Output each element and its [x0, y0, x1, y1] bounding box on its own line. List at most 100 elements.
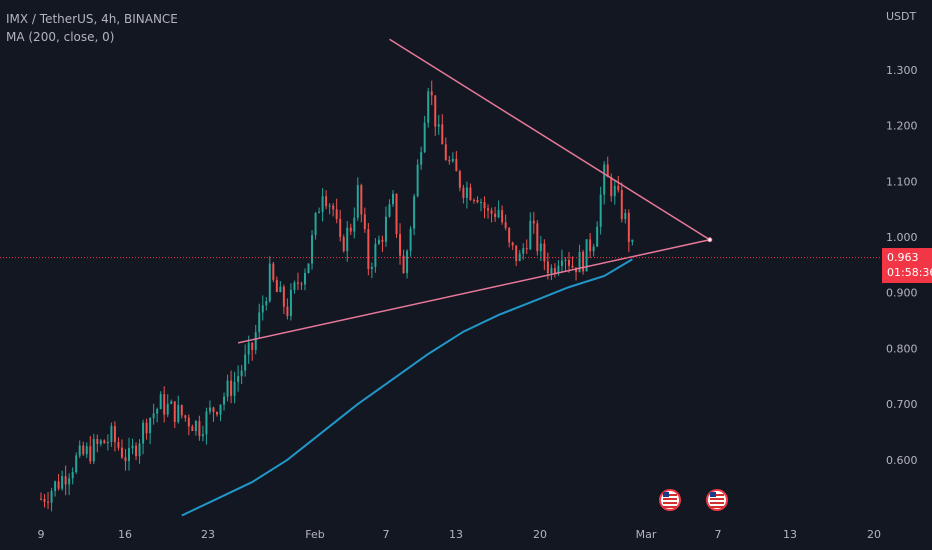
axis-currency-unit[interactable]: USDT: [886, 10, 917, 23]
candle-body: [120, 447, 123, 458]
candle-body: [356, 185, 359, 218]
candle-body: [85, 446, 88, 455]
candle-body: [472, 199, 475, 201]
candle-body: [237, 376, 240, 382]
candle-body: [610, 177, 613, 197]
candle-body: [522, 248, 525, 254]
candle-body: [353, 217, 356, 232]
candle-body: [469, 187, 472, 200]
candle-body: [568, 260, 570, 266]
candle-body: [536, 223, 539, 252]
candle-body: [314, 213, 317, 236]
candle-body: [163, 394, 166, 415]
candle-body: [494, 213, 497, 218]
candle-body: [103, 440, 106, 444]
candle-body: [247, 342, 250, 355]
candle-body: [624, 212, 627, 220]
candle-body: [166, 403, 169, 415]
candle-body: [413, 196, 416, 229]
candle-body: [451, 158, 454, 162]
candle-body: [289, 289, 292, 317]
candle-body: [560, 260, 563, 266]
candle-body: [480, 202, 482, 204]
y-tick-label: 0.800: [886, 342, 918, 355]
y-tick-label: 1.100: [886, 175, 918, 188]
x-tick-label: 13: [449, 528, 463, 541]
candle-body: [328, 205, 331, 207]
y-tick-label: 0.900: [886, 287, 918, 300]
symbol-title[interactable]: IMX / TetherUS, 4h, BINANCE: [6, 12, 178, 26]
candle-body: [258, 312, 261, 333]
resistance-trendline: [389, 38, 711, 241]
candle-body: [117, 442, 120, 448]
candle-body: [490, 210, 493, 214]
candle-body: [304, 272, 306, 285]
candle-body: [89, 446, 92, 462]
y-tick-label: 1.300: [886, 64, 918, 77]
candle-body: [458, 171, 461, 188]
candle-body: [240, 370, 243, 377]
candle-body: [349, 227, 352, 232]
candle-body: [135, 445, 138, 457]
candle-body: [620, 189, 623, 220]
candle-body: [244, 354, 247, 371]
x-tick-label: Mar: [636, 528, 657, 541]
candle-body: [194, 421, 197, 432]
candle-body: [441, 124, 444, 145]
us-flag-event-icon[interactable]: [659, 489, 681, 511]
candle-body: [420, 152, 423, 165]
candle-body: [61, 476, 64, 489]
candle-body: [230, 380, 233, 396]
candle-body: [631, 239, 634, 242]
candle-body: [68, 478, 71, 485]
candle-body: [219, 404, 222, 415]
candle-body: [300, 283, 303, 285]
candle-body: [286, 306, 289, 317]
candle-body: [212, 407, 215, 413]
candle-body: [504, 222, 507, 229]
candle-body: [392, 193, 394, 205]
candle-body: [78, 445, 81, 456]
candle-body: [437, 124, 440, 127]
candle-body: [370, 266, 373, 269]
candle-body: [96, 439, 99, 444]
candle-body: [388, 204, 391, 217]
candle-body: [399, 234, 402, 256]
us-flag-event-icon[interactable]: [706, 489, 728, 511]
candle-body: [131, 445, 134, 449]
candle-body: [138, 443, 141, 457]
candle-body: [233, 381, 236, 396]
candle-body: [511, 242, 514, 246]
candle-body: [216, 412, 218, 415]
candle-body: [363, 214, 366, 230]
candle-body: [279, 286, 282, 293]
candle-body: [293, 282, 296, 290]
candle-body: [487, 208, 490, 211]
x-tick-label: 7: [383, 528, 390, 541]
candle-body: [617, 185, 620, 190]
candle-body: [208, 407, 211, 412]
candle-body: [296, 282, 299, 284]
candle-body: [75, 455, 78, 473]
candle-body: [402, 255, 405, 274]
y-tick-label: 0.600: [886, 454, 918, 467]
candle-body: [550, 268, 553, 274]
chart-legend: IMX / TetherUS, 4h, BINANCE MA (200, clo…: [6, 10, 178, 46]
x-tick-label: 13: [783, 528, 797, 541]
candle-body: [201, 434, 204, 437]
candle-body: [282, 286, 285, 307]
candle-body: [159, 394, 162, 410]
candle-body: [184, 415, 187, 418]
candle-body: [599, 194, 602, 227]
candle-body: [325, 196, 328, 207]
candle-body: [142, 422, 145, 444]
candle-body: [339, 218, 342, 237]
candle-body: [332, 205, 335, 210]
ma-indicator-label[interactable]: MA (200, close, 0): [6, 30, 115, 44]
candle-body: [430, 91, 433, 96]
candle-body: [543, 243, 546, 262]
candle-body: [455, 158, 458, 172]
x-tick-label: 7: [715, 528, 722, 541]
